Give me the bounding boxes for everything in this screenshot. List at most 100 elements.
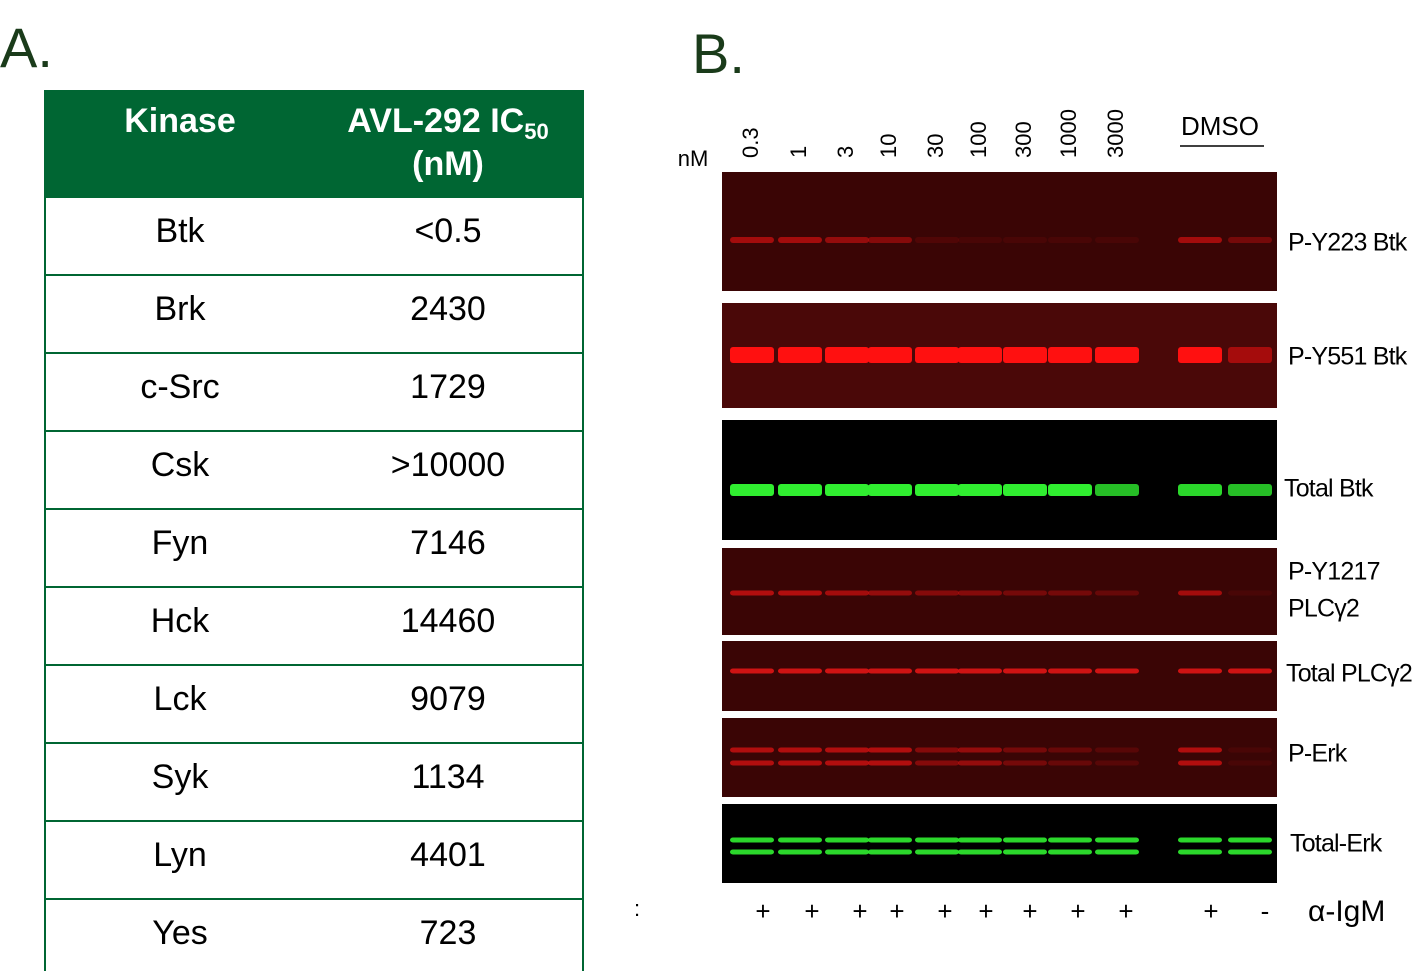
blot-band [1228,748,1272,753]
blot-band [958,761,1002,766]
blot-band [1228,237,1272,243]
blot-panel [722,804,1277,883]
blot-label: Total-Erk [1290,830,1383,858]
blot-band [1178,484,1222,496]
blot-band [1228,484,1272,496]
concentration-label: 30 [923,134,948,158]
ic50-value: 2430 [410,290,486,328]
blot-band [958,838,1002,843]
blot-band [868,591,912,596]
blot-band [868,761,912,766]
figure: A. B. Kinase AVL-292 IC50 (nM) nM DMSO :… [0,0,1424,971]
blot-band [825,484,869,496]
blot-band [1048,838,1092,843]
blot-panel [722,641,1277,711]
blot-band [778,669,822,674]
ic50-value: 7146 [410,524,486,562]
blot-band [730,748,774,753]
blot-band [730,484,774,496]
treatment-sign: + [804,896,819,926]
blot-band [1003,838,1047,843]
blot-panel [722,420,1277,540]
blot-band [1095,850,1139,855]
blot-band [730,237,774,243]
blot-band [778,347,822,363]
blot-band [1003,850,1047,855]
blot-band [1048,761,1092,766]
ic50-value: 14460 [401,602,496,640]
blot-band [778,761,822,766]
blot-band [1228,347,1272,363]
kinase-name: Lyn [153,836,207,874]
blot-band [1228,850,1272,855]
blot-band [915,850,959,855]
concentration-label: 10 [876,134,901,158]
blot-band [825,748,869,753]
blot-band [868,850,912,855]
treatment-sign: + [852,896,867,926]
blot-band [915,347,959,363]
blot-band [825,237,869,243]
blot-band [915,591,959,596]
blot-band [1003,484,1047,496]
column-header: AVL-292 IC50 [347,102,548,144]
treatment-sign: + [1070,896,1085,926]
blot-band [915,748,959,753]
blot-band [915,484,959,496]
blot-band [730,761,774,766]
blot-band [825,347,869,363]
kinase-name: Csk [151,446,211,484]
concentration-label: 300 [1011,121,1036,158]
kinase-name: Btk [155,212,205,250]
blot-band [1095,748,1139,753]
blot-band [1048,237,1092,243]
blot-band [1178,748,1222,753]
blot-band [1095,669,1139,674]
panel-label: A. [0,16,53,79]
blot-band [1228,591,1272,596]
blot-band [778,237,822,243]
ic50-value: 723 [420,914,477,952]
treatment-sign: + [1203,896,1218,926]
treatment-sign: - [1261,896,1270,926]
blot-band [1003,748,1047,753]
blot-band [1095,838,1139,843]
blot-band [825,850,869,855]
treatment-sign: + [755,896,770,926]
panel-label: B. [692,22,745,85]
header-subscript: 50 [524,119,548,144]
kinase-name: Syk [152,758,210,796]
column-header: (nM) [412,145,484,183]
column-header: Kinase [124,102,236,140]
blot-band [958,591,1002,596]
blot-band [1003,761,1047,766]
ic50-value: 1729 [410,368,486,406]
blot-band [1003,669,1047,674]
blot-label: PLCγ2 [1288,595,1359,623]
blot-band [730,850,774,855]
kinase-name: c-Src [140,368,219,406]
blot-band [778,591,822,596]
blot-panel [722,172,1277,291]
blot-band [1178,761,1222,766]
blot-band [1003,347,1047,363]
ic50-value: >10000 [391,446,505,484]
blot-band [1048,850,1092,855]
blot-band [1095,484,1139,496]
blot-label: Total Btk [1284,475,1374,503]
concentration-label: 3000 [1103,109,1128,158]
blot-band [1178,669,1222,674]
blot-band [730,591,774,596]
blot-band [1003,237,1047,243]
blot-band [1048,748,1092,753]
treatment-sign: + [1022,896,1037,926]
concentration-label: 1 [786,146,811,158]
blot-band [868,748,912,753]
blot-band [778,748,822,753]
blot-band [1048,484,1092,496]
blot-label: P-Y223 Btk [1288,229,1408,257]
ic50-value: 4401 [410,836,486,874]
blot-label: P-Y1217 [1288,558,1380,586]
blot-label: Total PLCγ2 [1286,660,1412,688]
blot-band [1178,347,1222,363]
